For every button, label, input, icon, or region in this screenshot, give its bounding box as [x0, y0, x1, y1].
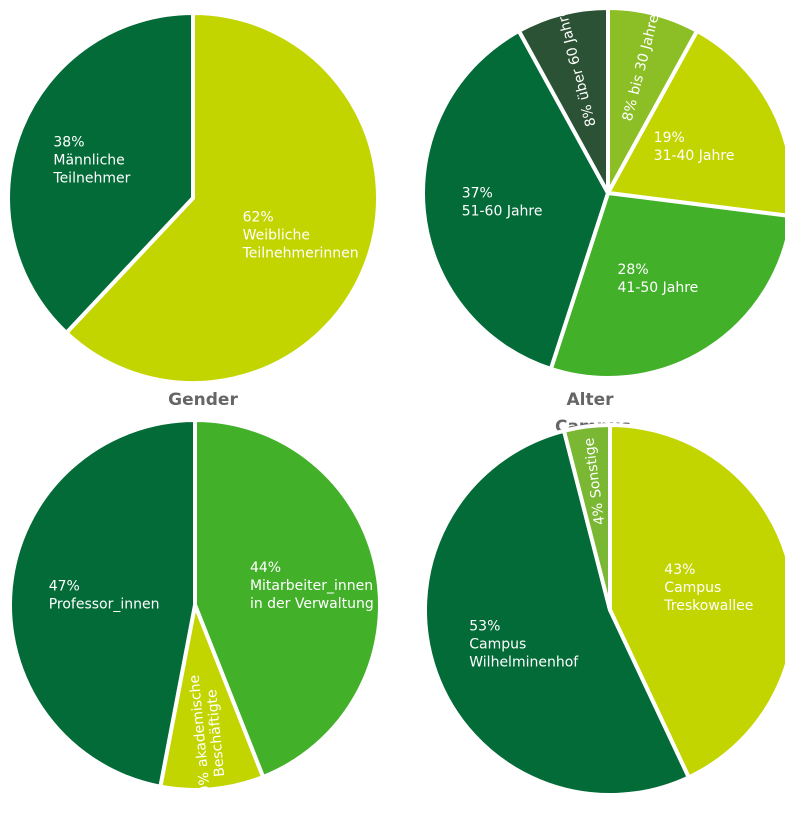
value-label: 4%: [590, 502, 609, 526]
value-label: 38%: [53, 135, 84, 151]
value-label: 28%: [618, 262, 649, 278]
category-line: Sonstige: [581, 437, 604, 499]
category-label: 31-40 Jahre: [654, 148, 735, 164]
value-label: 19%: [654, 130, 685, 146]
category-line: Teilnehmer: [52, 171, 130, 187]
value-label: 37%: [462, 186, 493, 202]
value-label: 9%: [196, 771, 214, 795]
category-label: Weibliche Teilnehmerinnen: [242, 227, 359, 261]
category-label: 41-50 Jahre: [618, 280, 699, 296]
slice-label: 19% 31-40 Jahre: [654, 130, 735, 164]
value-label: 8%: [620, 97, 641, 122]
pie-slice: [64, 11, 380, 385]
slice-label: 62% Weibliche Teilnehmerinnen: [242, 209, 359, 261]
value-label: 62%: [243, 209, 274, 225]
category-label: Männliche Teilnehmer: [52, 153, 130, 187]
value-label: 53%: [469, 618, 500, 634]
category-label: Sonstige: [581, 437, 604, 499]
category-line: Treskowallee: [663, 598, 753, 614]
slice-label: 38% Männliche Teilnehmer: [52, 135, 130, 187]
pie-slice: [516, 6, 610, 195]
category-line: 51-60 Jahre: [462, 204, 543, 220]
value-label: 43%: [664, 562, 695, 578]
category-line: Campus: [664, 580, 721, 596]
pie-slice: [561, 423, 612, 612]
value-label: 44%: [250, 560, 281, 576]
chart-title: Gender: [168, 390, 238, 410]
value-label: 47%: [49, 578, 80, 594]
pie-slice: [423, 428, 691, 797]
value-label: 8%: [579, 103, 600, 128]
chart-title: Alter: [566, 390, 614, 410]
category-line: Mitarbeiter_innen: [250, 578, 373, 594]
slice-label: 47% Professor_innen: [49, 578, 160, 612]
slice-label: 43% Campus Treskowallee: [663, 562, 753, 614]
category-line: in der Verwaltung: [250, 596, 374, 612]
category-label: Campus Treskowallee: [663, 580, 753, 614]
category-line: 31-40 Jahre: [654, 148, 735, 164]
pie-slice: [608, 423, 785, 780]
category-label: Professor_innen: [49, 596, 160, 612]
slice-label: 53% Campus Wilhelminenhof: [469, 618, 579, 670]
pie-slice: [548, 191, 785, 380]
pie-slice: [193, 418, 382, 780]
category-line: Teilnehmerinnen: [242, 245, 359, 261]
slice-label: 4% Sonstige: [581, 437, 608, 526]
pie-slice: [421, 28, 610, 371]
category-line: Wilhelminenhof: [469, 654, 579, 670]
slice-label: 37% 51-60 Jahre: [462, 186, 543, 220]
slice-label: 28% 41-50 Jahre: [618, 262, 699, 296]
category-line: Weibliche: [243, 227, 310, 243]
category-line: Campus: [469, 636, 526, 652]
pie-slice: [606, 28, 785, 218]
pie-slice: [6, 11, 195, 335]
category-line: Professor_innen: [49, 596, 160, 612]
pie-slice: [8, 418, 197, 789]
category-label: Campus Wilhelminenhof: [469, 636, 579, 670]
pie-slice: [158, 603, 266, 792]
category-line: 41-50 Jahre: [618, 280, 699, 296]
category-label: 51-60 Jahre: [462, 204, 543, 220]
category-line: Männliche: [53, 153, 124, 169]
